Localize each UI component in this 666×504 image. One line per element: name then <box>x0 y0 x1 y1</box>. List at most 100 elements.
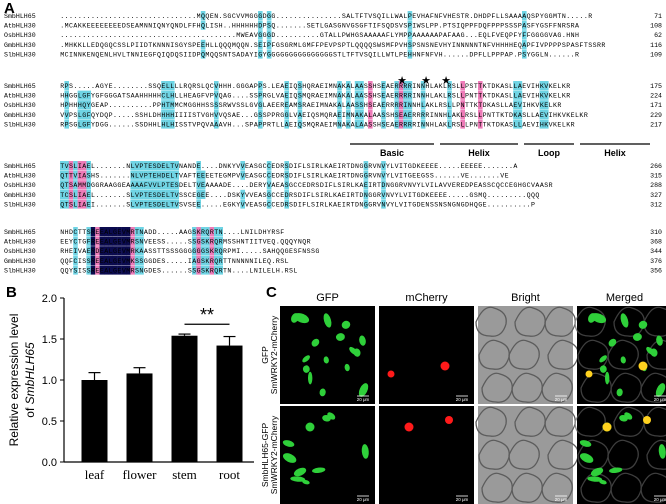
residue: R <box>399 121 403 128</box>
residue: L <box>351 83 355 90</box>
residue: Q <box>461 23 465 30</box>
residue: S <box>219 102 223 109</box>
residue: . <box>285 23 289 30</box>
residue: L <box>390 13 394 20</box>
residue: L <box>527 112 531 119</box>
residue-shade <box>517 109 523 119</box>
residue: . <box>465 51 469 58</box>
residue: V <box>241 13 245 20</box>
residue: . <box>232 121 236 128</box>
residue: . <box>307 32 311 39</box>
residue: N <box>417 83 421 90</box>
residue: F <box>513 32 517 39</box>
residue: E <box>144 51 148 58</box>
residue-shade <box>284 81 289 91</box>
residue: L <box>333 32 337 39</box>
residue: R <box>329 112 333 119</box>
mcherry-signal <box>585 370 593 378</box>
residue: E <box>201 42 205 49</box>
sequence-name: GmbHLH30 <box>4 42 36 49</box>
residue: . <box>91 13 95 20</box>
sequence-position: 108 <box>650 23 662 30</box>
residue: C <box>210 83 214 90</box>
residue: N <box>324 102 328 109</box>
residue: G <box>179 42 183 49</box>
residue: R <box>584 112 588 119</box>
residue: . <box>131 32 135 39</box>
residue: A <box>135 93 139 100</box>
residue: . <box>65 13 69 20</box>
residue: . <box>161 32 165 39</box>
residue: N <box>78 51 82 58</box>
residue: F <box>359 13 363 20</box>
residue: F <box>386 32 390 39</box>
residue: . <box>311 32 315 39</box>
residue: Q <box>91 112 95 119</box>
residue: H <box>219 23 223 30</box>
residue: A <box>219 121 223 128</box>
residue-shade <box>258 81 263 91</box>
residue: . <box>148 13 152 20</box>
residue: A <box>298 112 302 119</box>
mcherry-nucleus <box>404 422 414 432</box>
residue: . <box>452 51 456 58</box>
residue: M <box>320 112 324 119</box>
residue: Q <box>157 83 161 90</box>
residue-shade <box>86 109 91 119</box>
residue: . <box>166 13 170 20</box>
residue: N <box>474 121 478 128</box>
residue: V <box>254 102 258 109</box>
residue: R <box>452 121 456 128</box>
residue: . <box>579 13 583 20</box>
residue: F <box>553 23 557 30</box>
residue: Q <box>377 13 381 20</box>
residue: A <box>386 83 390 90</box>
residue-shade <box>64 109 69 119</box>
residue: K <box>342 93 346 100</box>
residue: . <box>302 13 306 20</box>
residue-shade <box>86 90 91 100</box>
residue: P <box>408 23 412 30</box>
residue: L <box>280 121 284 128</box>
residue: G <box>355 32 359 39</box>
residue: R <box>276 112 280 119</box>
residue: L <box>513 93 517 100</box>
residue: . <box>214 32 218 39</box>
residue-shade <box>214 100 219 110</box>
residue: I <box>175 121 179 128</box>
residue: G <box>359 23 363 30</box>
residue: H <box>249 23 253 30</box>
residue: N <box>425 121 429 128</box>
residue: . <box>315 32 319 39</box>
residue-shade <box>82 180 87 190</box>
residue: S <box>593 42 597 49</box>
residue: . <box>161 13 165 20</box>
residue: . <box>100 13 104 20</box>
residue: L <box>461 121 465 128</box>
residue: N <box>417 93 421 100</box>
residue: R <box>267 121 271 128</box>
residue: G <box>197 93 201 100</box>
residue: . <box>337 13 341 20</box>
residue: . <box>122 112 126 119</box>
residue: F <box>87 121 91 128</box>
residue: E <box>87 51 91 58</box>
residue: F <box>87 93 91 100</box>
residue: F <box>531 42 535 49</box>
residue: R <box>421 112 425 119</box>
residue-shade <box>513 100 518 110</box>
residue: K <box>78 42 82 49</box>
residue: A <box>232 112 236 119</box>
residue: . <box>82 13 86 20</box>
residue: V <box>439 42 443 49</box>
residue-shade <box>214 109 219 119</box>
residue: H <box>183 93 187 100</box>
residue: G <box>267 51 271 58</box>
residue: . <box>549 51 553 58</box>
residue: S <box>359 32 363 39</box>
residue: K <box>540 83 544 90</box>
residue-shade <box>381 109 386 119</box>
residue: H <box>157 112 161 119</box>
residue: E <box>271 102 275 109</box>
residue: . <box>113 112 117 119</box>
